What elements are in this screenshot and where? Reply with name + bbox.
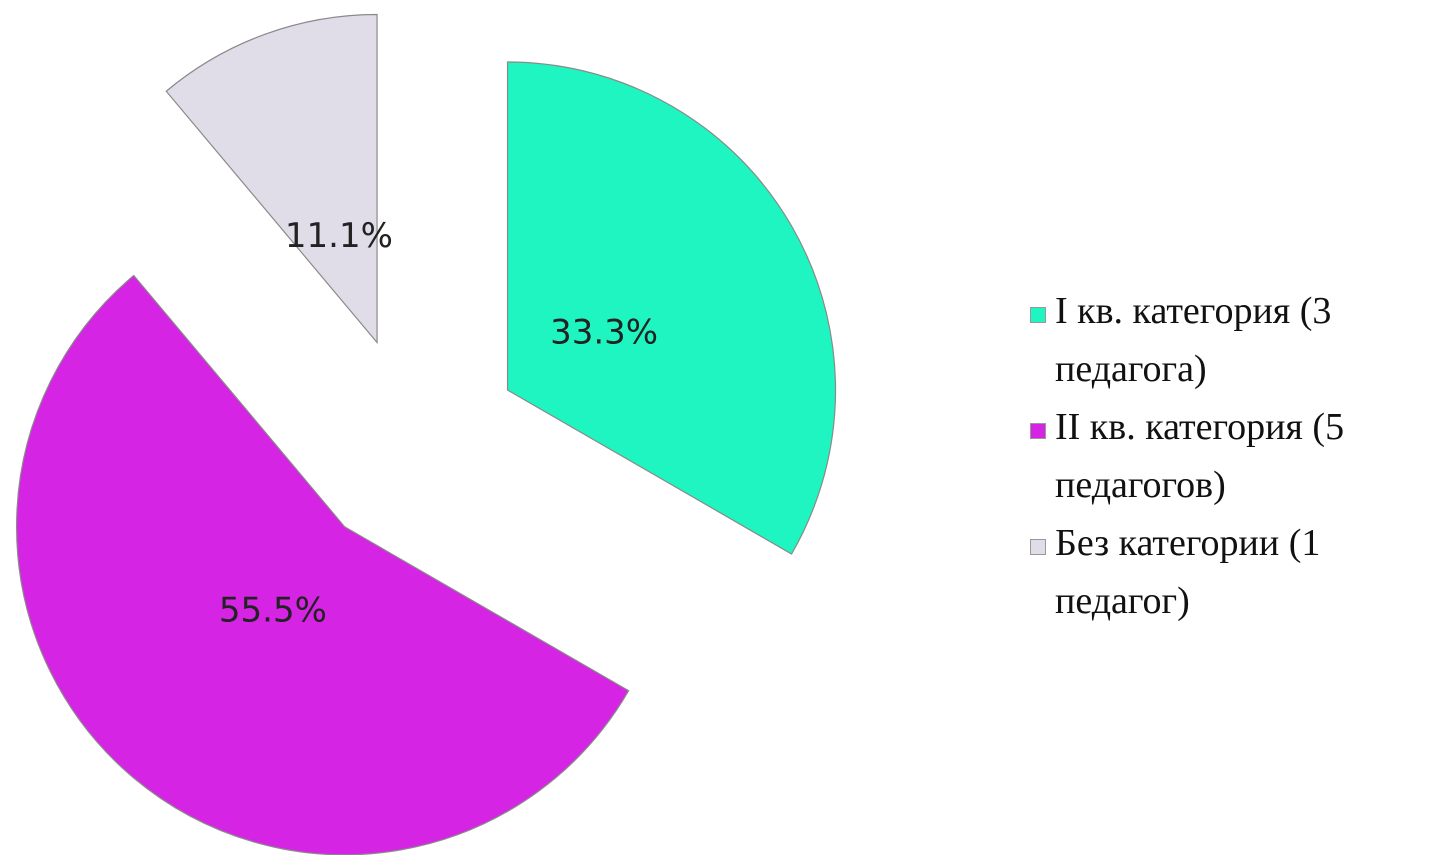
- legend-entry: Без категории (1 педагог): [1030, 514, 1425, 630]
- pie-slice: [506, 61, 837, 555]
- data-label: 11.1%: [285, 216, 393, 256]
- legend-entry: II кв. категория (5 педагогов): [1030, 398, 1425, 514]
- legend-label: Без категории (1 педагог): [1055, 522, 1321, 622]
- legend: I кв. категория (3 педагога) II кв. катег…: [1030, 282, 1425, 630]
- legend-entry: I кв. категория (3 педагога): [1030, 282, 1425, 398]
- legend-swatch: [1030, 307, 1046, 323]
- legend-swatch: [1030, 423, 1046, 439]
- data-label: 55.5%: [219, 591, 327, 631]
- legend-label: I кв. категория (3 педагога): [1055, 290, 1332, 390]
- legend-swatch: [1030, 539, 1046, 555]
- pie-slice: [165, 13, 378, 345]
- data-label: 33.3%: [550, 313, 658, 353]
- pie-slice: [15, 274, 630, 855]
- legend-label: II кв. категория (5 педагогов): [1055, 406, 1345, 506]
